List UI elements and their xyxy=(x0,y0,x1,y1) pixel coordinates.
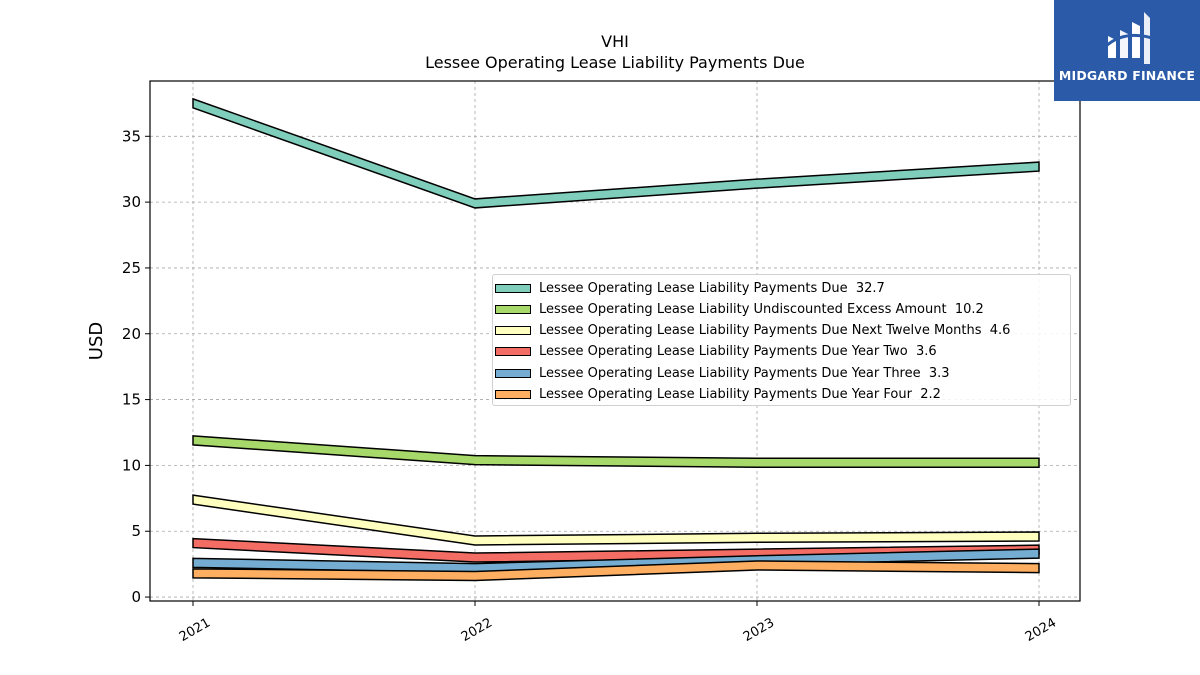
y-tick-label: 20 xyxy=(122,325,141,343)
y-tick-label: 25 xyxy=(122,259,141,277)
x-tick-label: 2024 xyxy=(1023,615,1059,645)
series-line-1 xyxy=(192,97,1040,209)
series-group xyxy=(192,97,1040,582)
y-tick-label: 30 xyxy=(122,193,141,211)
logo-text: MIDGARD FINANCE xyxy=(1058,68,1196,83)
legend-item: Lessee Operating Lease Liability Undisco… xyxy=(493,299,984,319)
chart-title: VHI xyxy=(601,32,629,51)
legend-swatch xyxy=(495,368,531,378)
legend-item: Lessee Operating Lease Liability Payment… xyxy=(493,385,941,405)
plot-frame xyxy=(149,80,1081,602)
legend-label: Lessee Operating Lease Liability Payment… xyxy=(539,344,937,360)
chart-subtitle: Lessee Operating Lease Liability Payment… xyxy=(425,53,805,72)
legend-label: Lessee Operating Lease Liability Undisco… xyxy=(539,301,984,317)
legend-item: Lessee Operating Lease Liability Payment… xyxy=(493,321,1010,341)
legend-label: Lessee Operating Lease Liability Payment… xyxy=(539,365,950,381)
legend-item: Lessee Operating Lease Liability Payment… xyxy=(493,278,885,298)
legend-swatch xyxy=(495,326,531,336)
y-axis-label: USD xyxy=(86,322,107,360)
x-tick-label: 2023 xyxy=(741,615,777,645)
series-line-2 xyxy=(192,435,1040,469)
legend-swatch xyxy=(495,304,531,314)
x-tick-label: 2021 xyxy=(177,615,213,645)
legend-label: Lessee Operating Lease Liability Payment… xyxy=(539,280,885,296)
y-tick-label: 10 xyxy=(122,456,141,474)
legend-swatch xyxy=(495,347,531,357)
legend-item: Lessee Operating Lease Liability Payment… xyxy=(493,363,950,383)
y-tick-label: 15 xyxy=(122,391,141,409)
series-line-3 xyxy=(192,494,1040,546)
legend-swatch xyxy=(495,390,531,399)
legend-swatch xyxy=(495,283,531,293)
legend-label: Lessee Operating Lease Liability Payment… xyxy=(539,323,1011,339)
midgard-logo: MIDGARD FINANCE xyxy=(1054,0,1200,101)
legend: Lessee Operating Lease Liability Payment… xyxy=(492,274,1071,406)
legend-item: Lessee Operating Lease Liability Payment… xyxy=(493,342,937,362)
x-tick-label: 2022 xyxy=(459,615,495,645)
midgard-logo-icon xyxy=(1105,12,1153,64)
y-tick-label: 5 xyxy=(131,522,141,540)
series-line-6 xyxy=(192,560,1040,582)
y-tick-label: 35 xyxy=(122,127,141,145)
y-tick-label: 0 xyxy=(131,588,141,606)
legend-label: Lessee Operating Lease Liability Payment… xyxy=(539,387,941,402)
